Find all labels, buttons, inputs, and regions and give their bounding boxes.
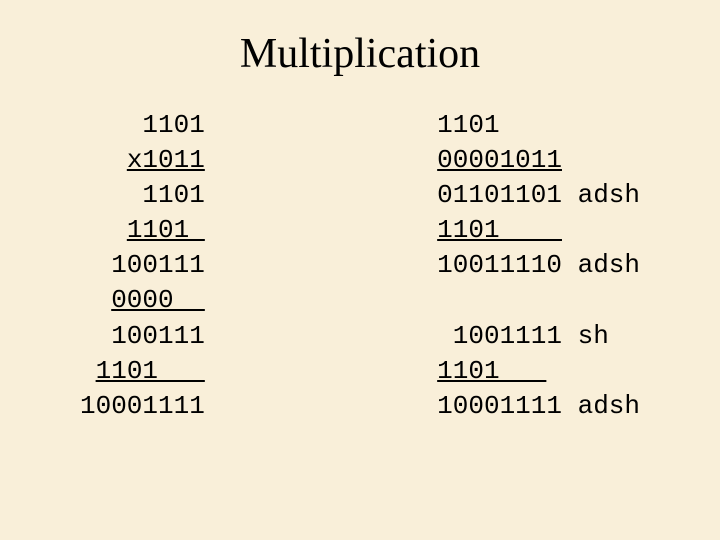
calc-line: 1101 (437, 354, 640, 389)
calc-line-text: 00001011 (437, 145, 562, 175)
calc-line: 01101101 adsh (437, 178, 640, 213)
calc-line-text: 1101 (142, 180, 204, 210)
calc-line: 1101 (80, 178, 205, 213)
calc-line: 10001111 adsh (437, 389, 640, 424)
calc-line-text: 1101 (437, 356, 546, 386)
calc-line: 100111 (80, 319, 205, 354)
slide: Multiplication 1101 x1011 1101 1101 100111 0… (0, 0, 720, 540)
calc-line-text: 1101 (142, 110, 204, 140)
calc-line-text: 1001111 (437, 321, 562, 351)
calc-line-text: 100111 (111, 321, 205, 351)
calc-line: 1101 (80, 108, 205, 143)
left-column: 1101x101111011101 1001110000 1001111101 … (80, 108, 205, 424)
calc-line-text: 100111 (111, 250, 205, 280)
calc-line-text: 1101 (127, 215, 205, 245)
calc-line: 00001011 (437, 143, 640, 178)
calc-line-text: x1011 (127, 145, 205, 175)
calc-line-text (437, 285, 453, 315)
calc-line-text: 10001111 (80, 391, 205, 421)
calc-line (437, 283, 640, 318)
calc-line-text: 10001111 (437, 391, 562, 421)
calc-line-text: 0000 (111, 285, 205, 315)
slide-title: Multiplication (40, 30, 680, 78)
right-column: 11010000101101101101 adsh1101 10011110 a… (437, 108, 640, 424)
calc-line-note: sh (562, 321, 609, 351)
calc-line-note: adsh (562, 250, 640, 280)
calc-line-text: 1101 (96, 356, 205, 386)
calc-line-text: 10011110 (437, 250, 562, 280)
content-columns: 1101x101111011101 1001110000 1001111101 … (40, 108, 680, 424)
calc-line: 0000 (80, 283, 205, 318)
calc-line: 10001111 (80, 389, 205, 424)
calc-line: 10011110 adsh (437, 248, 640, 283)
calc-line-text: 1101 (437, 215, 562, 245)
calc-line: 1101 (437, 108, 640, 143)
calc-line-note: adsh (562, 391, 640, 421)
calc-line: x1011 (80, 143, 205, 178)
calc-line: 1101 (80, 213, 205, 248)
calc-line: 1101 (80, 354, 205, 389)
calc-line: 1001111 sh (437, 319, 640, 354)
calc-line: 1101 (437, 213, 640, 248)
calc-line: 100111 (80, 248, 205, 283)
calc-line-note: adsh (562, 180, 640, 210)
calc-line-text: 01101101 (437, 180, 562, 210)
calc-line-text: 1101 (437, 110, 499, 140)
